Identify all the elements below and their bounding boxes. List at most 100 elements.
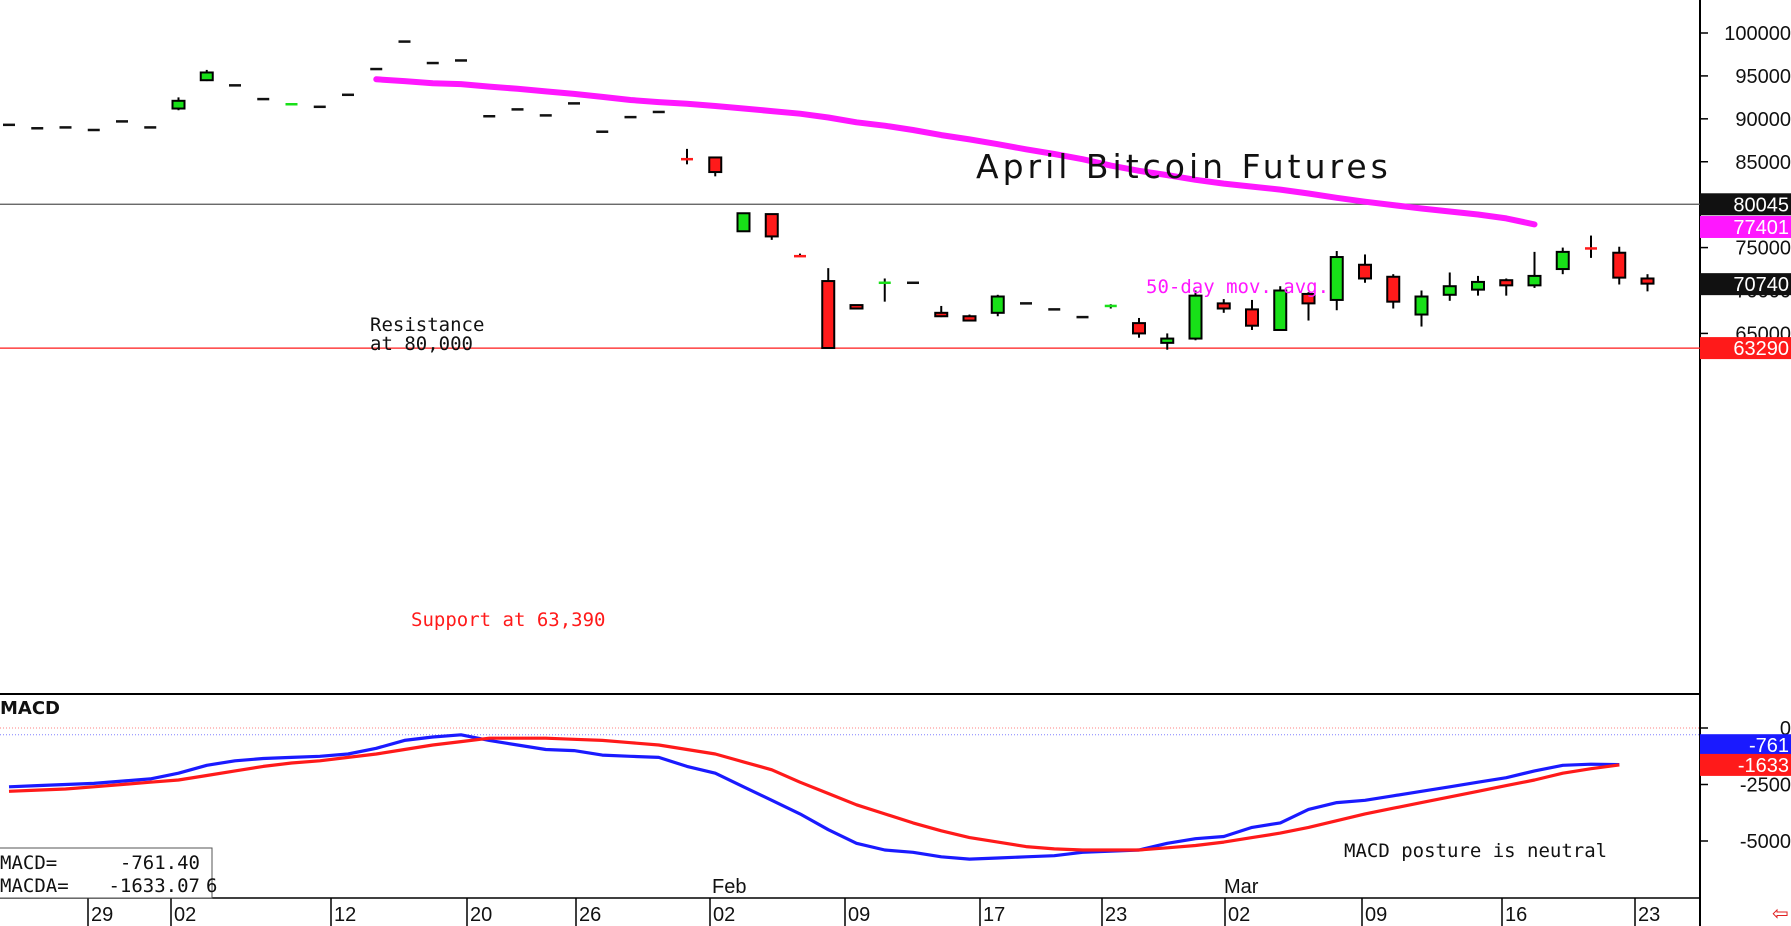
candle [1273, 286, 1288, 331]
x-axis-day-label: 23 [1105, 904, 1127, 926]
macd-tick-label: -2500 [1740, 775, 1791, 797]
macd-readout-value: -761.40 [120, 852, 200, 874]
macd-readout-box [0, 847, 213, 899]
x-axis-month-label: Mar [1224, 876, 1259, 898]
price-tag-box [1700, 193, 1791, 216]
candle [681, 148, 693, 165]
candle-body [764, 213, 779, 238]
candle [878, 278, 891, 302]
x-axis-month-label: Feb [712, 876, 746, 898]
candle [1442, 272, 1457, 301]
candle [1301, 292, 1316, 321]
x-axis-day-label: 26 [579, 904, 601, 926]
macd-tick-label: 0 [1780, 718, 1791, 740]
macd-tick-label: -5000 [1740, 831, 1791, 853]
price-tag: 80045 [1733, 194, 1789, 216]
price-tag: 70740 [1733, 274, 1789, 296]
candle-body [1301, 292, 1316, 305]
moving-average-layer [373, 76, 1538, 228]
x-axis-layer: 29 02 12 20 26 02 09 17 23 02 09 16 23 Feb Mar [87, 876, 1660, 926]
candle-body [1386, 275, 1401, 303]
candle-body [1555, 250, 1570, 271]
candle [764, 213, 779, 240]
candle [990, 294, 1005, 317]
price-tick-label: 90000 [1735, 109, 1791, 131]
candle [1329, 251, 1344, 311]
candle-body [1499, 279, 1514, 287]
macd-posture-note: MACD posture is neutral [1344, 840, 1607, 862]
candle-body [708, 156, 723, 174]
macd-readout-label: MACD= [0, 852, 57, 874]
horizontal-lines-layer [0, 203, 1700, 736]
price-tag-box [1700, 337, 1791, 360]
x-axis-day-label: 23 [1638, 904, 1660, 926]
partial-date-label: 6 [206, 875, 217, 897]
candle [1414, 290, 1429, 327]
x-axis-day-label: 17 [983, 904, 1005, 926]
x-axis-day-label: 02 [713, 904, 735, 926]
candle [1132, 317, 1146, 338]
candle [1104, 304, 1117, 309]
x-axis-day-label: 12 [334, 904, 356, 926]
candle-body [1640, 277, 1655, 285]
candle-body [1329, 256, 1344, 301]
candle-body [736, 212, 751, 233]
candle-body [1612, 251, 1627, 279]
x-axis-day-label: 02 [174, 904, 196, 926]
price-tag: 63290 [1733, 338, 1789, 360]
candle-body [934, 311, 949, 318]
macd-tag: -761 [1749, 735, 1789, 757]
candle [199, 69, 214, 82]
candle-body [1216, 302, 1231, 310]
candle-body [1273, 289, 1288, 331]
price-tag: 77401 [1733, 217, 1789, 239]
candle-body [1132, 322, 1146, 335]
plot-background [0, 0, 1700, 926]
candle [1188, 290, 1203, 341]
price-tag-box [1700, 273, 1791, 296]
candle-body [821, 280, 836, 350]
scroll-left-icon[interactable]: ⇦ [1772, 901, 1789, 925]
x-axis-day-label: 09 [848, 904, 870, 926]
candle [821, 268, 836, 350]
candle [1358, 254, 1372, 283]
candle-body [1471, 280, 1485, 291]
candle [708, 156, 723, 177]
candle-body [1527, 274, 1542, 287]
resistance-value-label: at 80,000 [370, 333, 473, 355]
y-axis-layer: 1000009500090000850007500070000650000-25… [1700, 23, 1791, 853]
x-axis-day-label: 29 [91, 904, 113, 926]
candle [1585, 235, 1597, 258]
price-tick-label: 75000 [1735, 238, 1791, 260]
macd-layer [8, 733, 1620, 861]
candle-body [1160, 337, 1175, 344]
candle [171, 97, 186, 111]
candle [849, 304, 864, 310]
candle [1527, 251, 1542, 288]
candle [934, 305, 949, 318]
candle [736, 212, 751, 233]
moving-average-label: 50-day mov. avg. [1146, 276, 1329, 298]
candle [1471, 275, 1485, 296]
price-tick-label: 100000 [1724, 23, 1791, 45]
price-tag-box [1700, 215, 1791, 238]
candles-layer [3, 40, 1655, 350]
macd-tag: -1633 [1738, 755, 1789, 777]
candle [1612, 246, 1627, 285]
candle-body [199, 71, 214, 82]
moving-average-line [373, 76, 1538, 228]
candle-body [1442, 285, 1457, 296]
macda-line [8, 736, 1620, 852]
candle [285, 102, 298, 106]
resistance-label: Resistance [370, 314, 484, 336]
x-axis-day-label: 02 [1228, 904, 1250, 926]
candle [1386, 274, 1401, 309]
macda-readout-label: MACDA= [0, 875, 69, 897]
macd-tag-box [1700, 753, 1791, 776]
macd-panel-title: MACD [0, 698, 60, 719]
x-axis-day-label: 09 [1365, 904, 1387, 926]
price-tick-label: 85000 [1735, 152, 1791, 174]
candle-body [1245, 308, 1259, 327]
candle [1499, 278, 1514, 296]
